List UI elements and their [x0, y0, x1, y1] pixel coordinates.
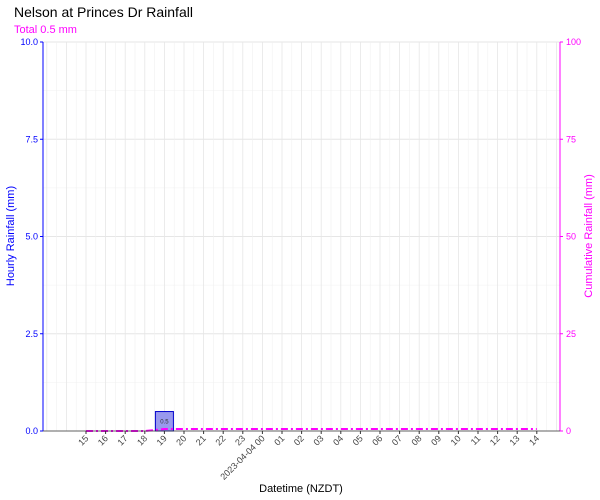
x-tick-label: 10	[449, 433, 463, 447]
x-tick-label: 17	[115, 433, 129, 447]
x-tick-label: 18	[135, 433, 149, 447]
y2-axis-label: Cumulative Rainfall (mm)	[583, 174, 595, 297]
y2-tick-label: 100	[566, 37, 581, 47]
x-tick-label: 14	[527, 433, 541, 447]
y-tick-label: 10.0	[20, 37, 38, 47]
x-tick-label: 16	[96, 433, 110, 447]
x-axis-label: Datetime (NZDT)	[259, 483, 343, 495]
x-tick-label: 06	[370, 433, 384, 447]
x-tick-label: 15	[76, 433, 90, 447]
x-tick-label: 20	[174, 433, 188, 447]
chart-title: Nelson at Princes Dr Rainfall	[14, 4, 193, 20]
y-axis-label: Hourly Rainfall (mm)	[5, 186, 17, 286]
x-tick-label: 09	[429, 433, 443, 447]
x-tick-label: 22	[213, 433, 227, 447]
x-tick-label: 11	[469, 433, 483, 447]
y2-tick-label: 0	[566, 426, 571, 436]
x-tick-label: 21	[194, 433, 208, 447]
y2-tick-label: 50	[566, 232, 576, 242]
x-tick-label: 08	[409, 433, 423, 447]
x-tick-label: 02	[292, 433, 306, 447]
x-tick-label: 12	[488, 433, 502, 447]
chart-subtitle: Total 0.5 mm	[14, 24, 77, 36]
x-tick-label: 07	[390, 433, 404, 447]
x-tick-label: 13	[507, 433, 521, 447]
bar-data-label: 0.5	[160, 419, 169, 425]
x-tick-label: 01	[272, 433, 286, 447]
x-tick-label: 19	[155, 433, 169, 447]
y-tick-label: 0.0	[25, 426, 38, 436]
x-tick-label: 23	[233, 433, 247, 447]
y-tick-label: 5.0	[25, 232, 38, 242]
x-tick-label: 05	[351, 433, 365, 447]
x-tick-label: 04	[331, 433, 345, 447]
cumulative-line	[86, 428, 537, 432]
y-tick-label: 2.5	[25, 329, 38, 339]
y-tick-label: 7.5	[25, 134, 38, 144]
x-tick-label: 03	[311, 433, 325, 447]
y2-tick-label: 25	[566, 329, 576, 339]
y2-tick-label: 75	[566, 134, 576, 144]
